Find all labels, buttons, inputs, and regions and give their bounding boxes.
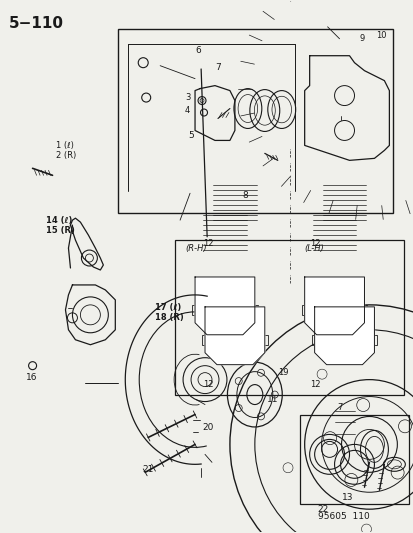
Bar bbox=[301, 305, 309, 315]
Text: 3: 3 bbox=[185, 93, 190, 102]
Polygon shape bbox=[304, 277, 363, 335]
Text: 5: 5 bbox=[188, 131, 193, 140]
Text: 21: 21 bbox=[142, 465, 154, 474]
Text: 14 (ℓ): 14 (ℓ) bbox=[45, 216, 72, 224]
Bar bbox=[202, 281, 246, 329]
Text: 11: 11 bbox=[266, 395, 278, 404]
Text: 17 (ℓ): 17 (ℓ) bbox=[155, 303, 181, 312]
Text: 7: 7 bbox=[336, 403, 342, 412]
Text: 22: 22 bbox=[317, 505, 328, 514]
Text: 6: 6 bbox=[195, 46, 200, 55]
Text: 13: 13 bbox=[341, 492, 352, 502]
Text: 12: 12 bbox=[309, 380, 319, 389]
Text: 18 (R): 18 (R) bbox=[155, 313, 183, 322]
Text: 12: 12 bbox=[202, 380, 213, 389]
Bar bbox=[212, 311, 256, 359]
Bar bbox=[312, 281, 356, 329]
Text: 95605  110: 95605 110 bbox=[317, 512, 368, 521]
Bar bbox=[202, 335, 209, 345]
Bar bbox=[192, 305, 199, 315]
Polygon shape bbox=[204, 307, 264, 365]
Text: 8: 8 bbox=[241, 191, 247, 200]
Bar bbox=[259, 335, 267, 345]
Text: 12: 12 bbox=[202, 239, 213, 248]
Polygon shape bbox=[195, 277, 254, 335]
Bar bbox=[175, 240, 404, 394]
Bar bbox=[118, 29, 392, 213]
Bar bbox=[299, 415, 408, 504]
Text: 4: 4 bbox=[185, 106, 190, 115]
Text: 7: 7 bbox=[214, 63, 220, 72]
Text: 9: 9 bbox=[358, 34, 364, 43]
Text: 10: 10 bbox=[375, 31, 386, 41]
Text: 12: 12 bbox=[309, 239, 319, 248]
Polygon shape bbox=[314, 307, 373, 365]
Bar bbox=[249, 305, 257, 315]
Bar bbox=[358, 305, 367, 315]
Text: 15 (R): 15 (R) bbox=[45, 225, 74, 235]
Text: 5−110: 5−110 bbox=[9, 16, 64, 31]
Bar bbox=[368, 335, 377, 345]
Bar bbox=[311, 335, 319, 345]
Text: 19: 19 bbox=[277, 368, 287, 377]
Text: 1 (ℓ): 1 (ℓ) bbox=[55, 141, 73, 150]
Text: (R-H): (R-H) bbox=[185, 244, 206, 253]
Bar bbox=[322, 311, 366, 359]
Text: 20: 20 bbox=[202, 423, 213, 432]
Text: 16: 16 bbox=[26, 373, 37, 382]
Text: (L-H): (L-H) bbox=[304, 244, 324, 253]
Text: 2 (R): 2 (R) bbox=[55, 151, 76, 160]
